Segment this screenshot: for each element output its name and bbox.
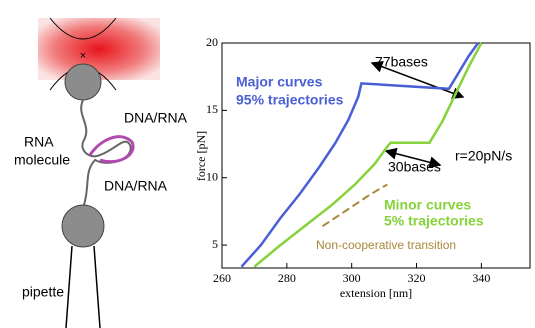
x-tick-label: 300 [343, 271, 361, 285]
x-axis-label: extension [nm] [340, 286, 412, 300]
schematic: × DNA/RNA RNA molecule DNA/RNA pipette [14, 17, 188, 328]
plot-frame [221, 42, 531, 269]
y-tick-label: 15 [206, 102, 218, 116]
series-label: Major curves [236, 74, 323, 90]
x-tick-label: 340 [472, 271, 490, 285]
pipette-bead [61, 204, 105, 248]
y-axis-label: force [pN] [194, 131, 208, 181]
series-line [253, 42, 483, 268]
arrow [384, 147, 442, 169]
series-line [321, 183, 388, 228]
annotation: 5% trajectories [384, 213, 484, 229]
rna-hairpin [88, 135, 135, 164]
annotation: 77bases [375, 54, 428, 70]
label: molecule [14, 152, 70, 168]
trap-center: × [80, 50, 86, 62]
y-tick-label: 10 [206, 169, 218, 183]
label: RNA [24, 134, 54, 150]
label: DNA/RNA [104, 178, 168, 194]
x-tick-label: 320 [408, 271, 426, 285]
label: pipette [22, 284, 64, 300]
y-tick-label: 20 [206, 35, 218, 49]
label: DNA/RNA [124, 110, 188, 126]
annotation: r=20pN/s [455, 148, 512, 164]
annotation: 30bases [388, 159, 441, 175]
series-line [240, 42, 480, 268]
x-tick-label: 280 [278, 271, 296, 285]
annotation: 95% trajectories [236, 92, 344, 108]
arrow [370, 61, 465, 99]
pipette [65, 245, 101, 328]
series-label: Minor curves [384, 197, 471, 213]
bead [64, 63, 102, 101]
series-label: Non-cooperative transition [316, 238, 456, 252]
tether [80, 99, 132, 206]
y-tick-label: 5 [212, 237, 218, 251]
x-tick-label: 260 [213, 271, 231, 285]
chart: extension [nm] force [pN] [194, 42, 531, 300]
laser-trap [38, 18, 160, 80]
